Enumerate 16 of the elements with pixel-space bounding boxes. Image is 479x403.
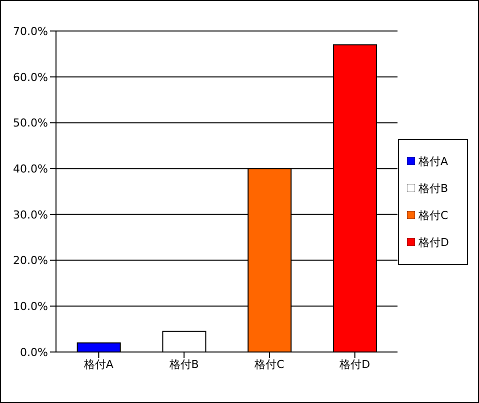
legend-label: 格付A: [418, 154, 448, 168]
y-tick-label: 20.0%: [13, 254, 48, 268]
legend-label: 格付C: [418, 208, 448, 222]
y-tick-label: 50.0%: [13, 116, 48, 130]
y-tick-label: 30.0%: [13, 208, 48, 222]
y-tick-label: 10.0%: [13, 300, 48, 314]
y-tick-label: 70.0%: [13, 24, 48, 38]
y-tick-label: 0.0%: [20, 346, 48, 359]
legend-label: 格付D: [418, 236, 449, 248]
x-tick-label: 格付C: [254, 358, 285, 371]
x-tick-label: 格付B: [168, 358, 199, 371]
legend-label: 格付B: [418, 182, 448, 194]
x-tick-label: 格付D: [338, 358, 370, 371]
y-tick-label: 40.0%: [13, 162, 48, 176]
y-tick-label: 60.0%: [13, 70, 48, 84]
x-tick-label: 格付A: [82, 358, 114, 371]
